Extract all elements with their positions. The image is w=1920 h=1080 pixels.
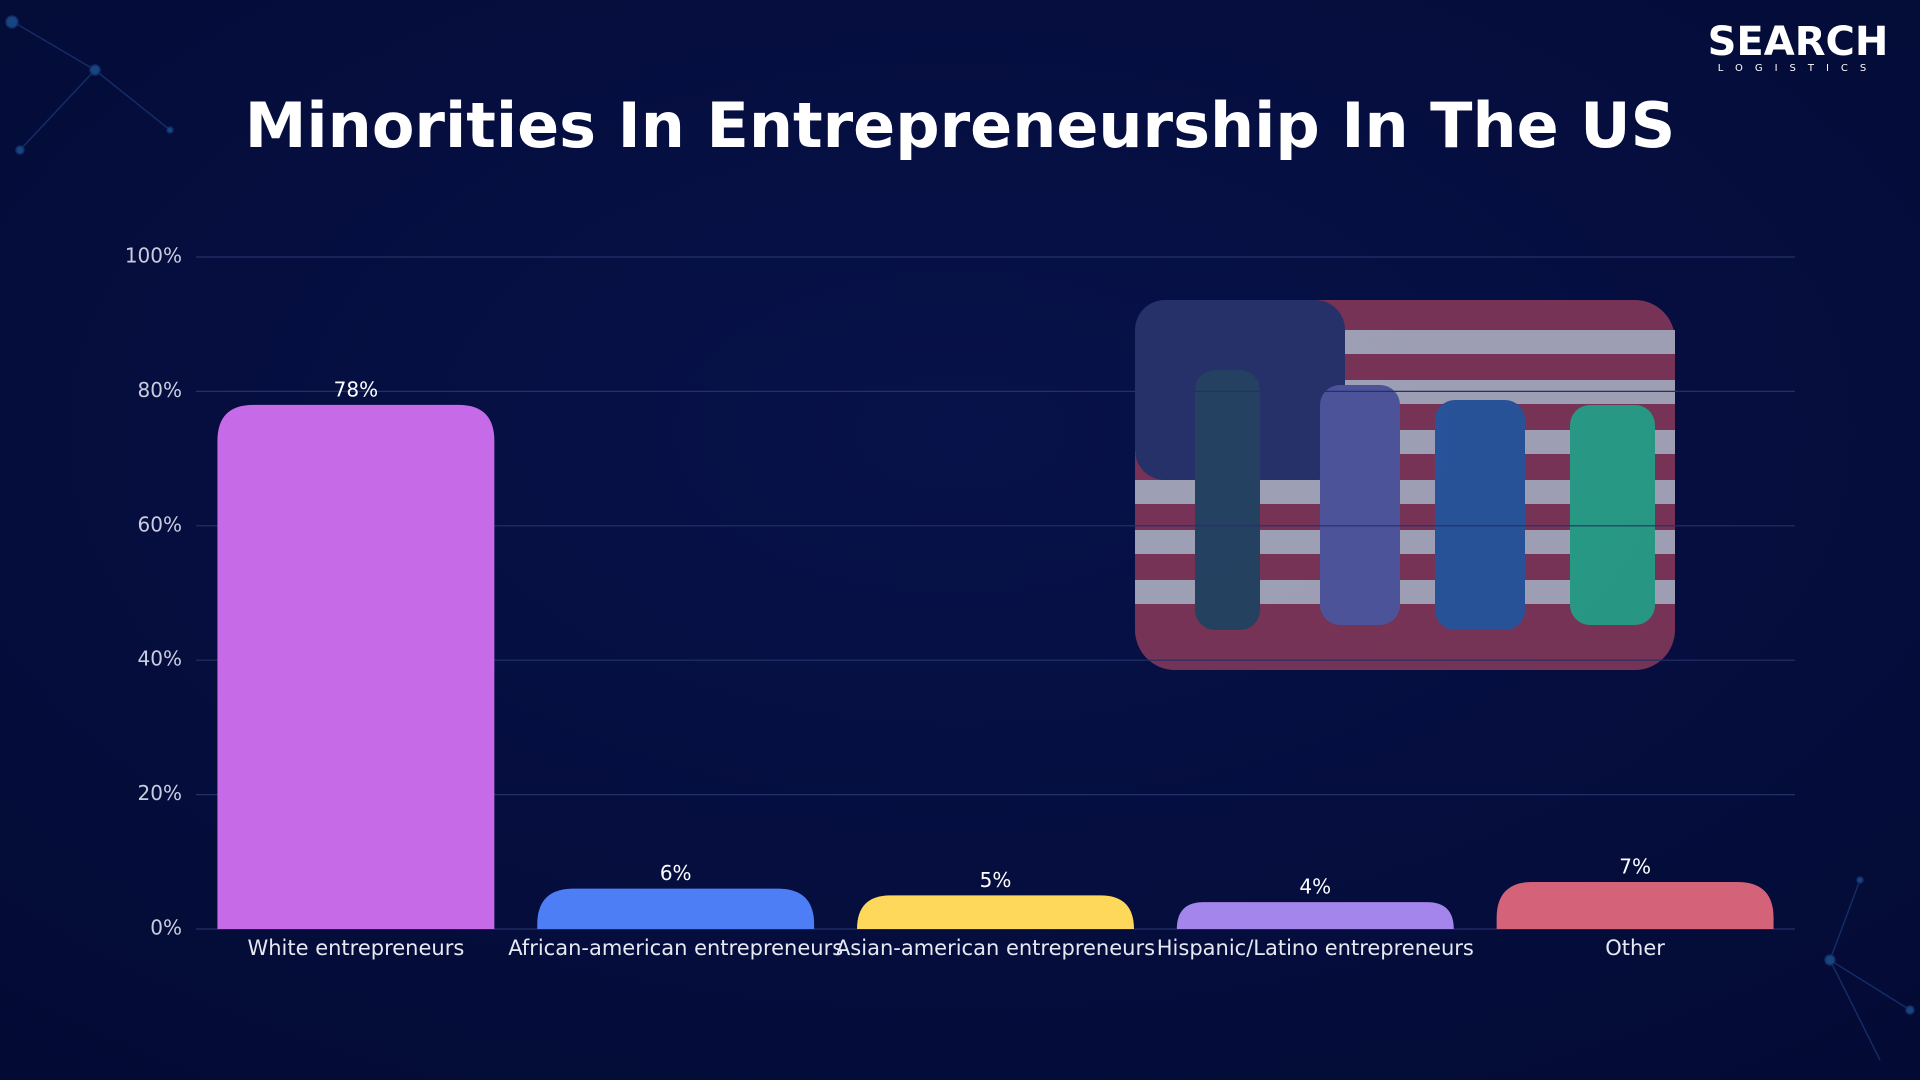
- x-tick-label: Asian-american entrepreneurs: [836, 936, 1155, 960]
- bar: [217, 404, 495, 930]
- value-label: 6%: [660, 861, 692, 885]
- network-decoration: [5, 15, 1915, 1061]
- bar: [1176, 902, 1454, 929]
- value-label: 4%: [1299, 875, 1331, 899]
- brand-name: SEARCH: [1708, 19, 1889, 65]
- y-tick-label: 0%: [150, 916, 182, 940]
- bar: [537, 888, 815, 929]
- x-tick-label: Hispanic/Latino entrepreneurs: [1157, 936, 1474, 960]
- value-label: 5%: [980, 868, 1012, 892]
- usa-flag-illustration: [1135, 300, 1675, 670]
- x-tick-label: White entrepreneurs: [247, 936, 464, 960]
- y-tick-label: 20%: [138, 781, 182, 805]
- x-tick-label: African-american entrepreneurs: [508, 936, 843, 960]
- value-label: 78%: [334, 377, 378, 401]
- y-tick-label: 60%: [138, 512, 182, 536]
- y-tick-label: 80%: [138, 378, 182, 402]
- chart-title: Minorities In Entrepreneurship In The US: [245, 89, 1676, 162]
- x-tick-label: Other: [1605, 936, 1665, 960]
- bar: [1496, 881, 1774, 929]
- value-label: 7%: [1619, 854, 1651, 878]
- brand-tagline: LOGISTICS: [1718, 63, 1879, 74]
- y-tick-label: 100%: [125, 244, 182, 268]
- y-tick-label: 40%: [138, 647, 182, 671]
- bar: [857, 895, 1134, 929]
